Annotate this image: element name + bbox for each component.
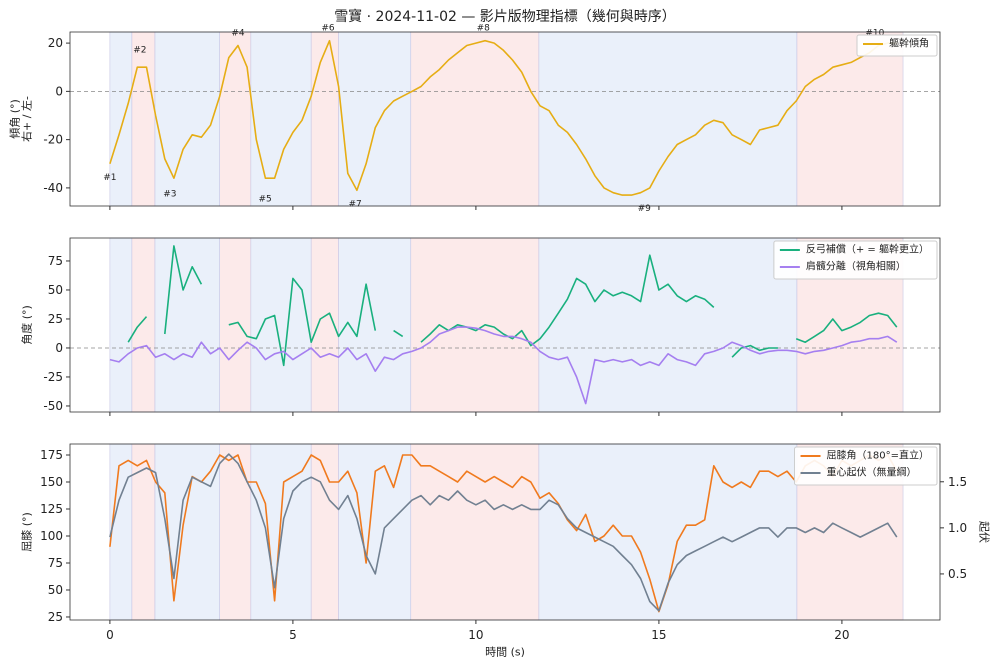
y2-tick-label: 1.0 (948, 521, 967, 535)
phase-span (338, 31, 412, 207)
y-tick-label: 20 (48, 36, 63, 50)
phase-span (131, 237, 156, 413)
y-tick-label: 0 (55, 84, 63, 98)
annotation: #3 (163, 190, 176, 200)
y-axis-label: 右+ / 左- (20, 96, 34, 142)
phase-span (219, 443, 252, 621)
series-line (109, 39, 897, 196)
annotation: #1 (103, 173, 116, 183)
phase-span (410, 237, 540, 413)
legend-label: 肩髖分離（視角相關） (806, 260, 906, 273)
phase-span (154, 31, 220, 207)
y-tick-label: 75 (48, 556, 63, 570)
axes-frame (69, 31, 941, 207)
y-tick-label: 150 (40, 475, 63, 489)
x-tick-label: 10 (468, 628, 483, 642)
x-tick-label: 20 (834, 628, 849, 642)
phase-span (538, 443, 798, 621)
annotation: #9 (638, 204, 652, 214)
y-tick-label: -20 (43, 133, 63, 147)
phase-span (410, 443, 540, 621)
annotation: #2 (133, 45, 146, 55)
y-tick-label: 125 (40, 502, 63, 516)
legend-label: 軀幹傾角 (889, 37, 929, 50)
annotation: #7 (348, 199, 361, 209)
y-tick-label: -40 (43, 181, 63, 195)
phase-span (250, 237, 312, 413)
y2-tick-label: 0.5 (948, 567, 967, 581)
annotation: #5 (258, 194, 271, 204)
axes-frame (69, 443, 941, 621)
y-tick-label: -25 (43, 370, 63, 384)
legend-label: 反弓補償（+ = 軀幹更立） (806, 243, 929, 256)
legend-box (794, 446, 938, 486)
y-tick-label: 25 (48, 610, 63, 624)
phase-span (109, 443, 133, 621)
legend-label: 重心起伏（無量綱） (827, 466, 917, 479)
chart-title: 雪寶 · 2024-11-02 — 影片版物理指標（幾何與時序） (334, 9, 676, 25)
x-axis-label: 時間 (s) (485, 646, 525, 659)
y-axis-label: 傾角 (°) (8, 99, 22, 139)
series-line (109, 454, 898, 613)
phase-span (250, 31, 312, 207)
series-line (109, 453, 898, 612)
legend-label: 屈膝角（180°=直立） (827, 449, 929, 462)
y-tick-label: 25 (48, 312, 63, 326)
series-line (109, 326, 898, 405)
y2-axis-label: 起伏 (978, 521, 992, 543)
y-tick-label: -50 (43, 399, 63, 413)
series-line (127, 245, 898, 367)
phase-span (131, 31, 156, 207)
y-tick-label: 75 (48, 254, 63, 268)
phase-span (310, 31, 339, 207)
y-axis-label: 角度 (°) (20, 305, 34, 345)
phase-span (796, 31, 904, 207)
phase-span (538, 237, 798, 413)
y-tick-label: 50 (48, 283, 63, 297)
phase-span (109, 237, 133, 413)
x-tick-label: 5 (289, 628, 297, 642)
x-tick-label: 0 (106, 628, 114, 642)
phase-span (154, 443, 220, 621)
phase-span (538, 31, 798, 207)
y-tick-label: 0 (55, 341, 63, 355)
x-tick-label: 15 (651, 628, 666, 642)
legend: 反弓補償（+ = 軀幹更立） 肩髖分離（視角相關） (773, 240, 938, 280)
annotation: #10 (865, 29, 884, 39)
axes-frame (69, 237, 941, 413)
y-tick-label: 100 (40, 529, 63, 543)
phase-span (250, 443, 312, 621)
phase-span (338, 443, 412, 621)
legend-box (773, 240, 938, 280)
y-axis-label: 屈膝 (°) (21, 512, 34, 552)
phase-span (219, 31, 252, 207)
phase-span (154, 237, 220, 413)
phase-span (219, 237, 252, 413)
y-tick-label: 50 (48, 583, 63, 597)
phase-span (410, 31, 540, 207)
y-tick-label: 175 (40, 448, 63, 462)
annotation: #4 (231, 29, 245, 39)
legend: 屈膝角（180°=直立） 重心起伏（無量綱） (794, 446, 938, 486)
annotation: #8 (477, 24, 491, 34)
y2-tick-label: 1.5 (948, 475, 967, 489)
legend-box (856, 34, 938, 57)
legend: 軀幹傾角 (856, 34, 938, 57)
annotation: #6 (321, 24, 335, 34)
